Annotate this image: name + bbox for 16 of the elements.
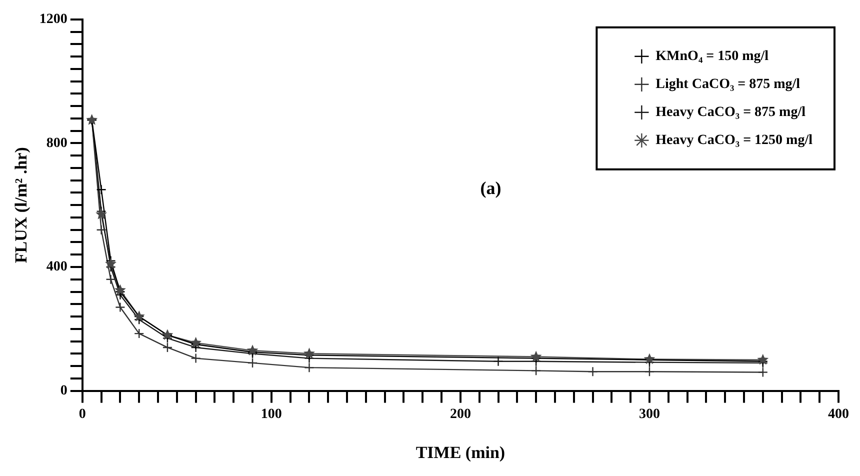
legend-label: Light CaCO₃ = 875 mg/l [656,77,800,92]
y-tick-label: 1200 [39,12,68,28]
y-axis-title: FLUX (l/m² .hr) [12,147,31,264]
x-axis-title: TIME (min) [416,443,506,462]
y-tick-label: 0 [60,383,68,398]
y-tick-label: 800 [46,136,68,151]
x-tick-label: 300 [638,406,660,422]
legend-label: KMnO₄ = 150 mg/l [656,49,769,64]
legend-label: Heavy CaCO₃ = 875 mg/l [656,105,806,120]
x-tick-label: 100 [260,406,282,422]
x-tick-label: 0 [78,406,86,422]
legend-label: Heavy CaCO₃ = 1250 mg/l [656,133,813,148]
y-tick-label: 400 [46,260,68,275]
x-tick-label: 400 [828,406,849,422]
x-tick-label: 200 [450,406,471,422]
annotation: (a) [480,178,502,198]
